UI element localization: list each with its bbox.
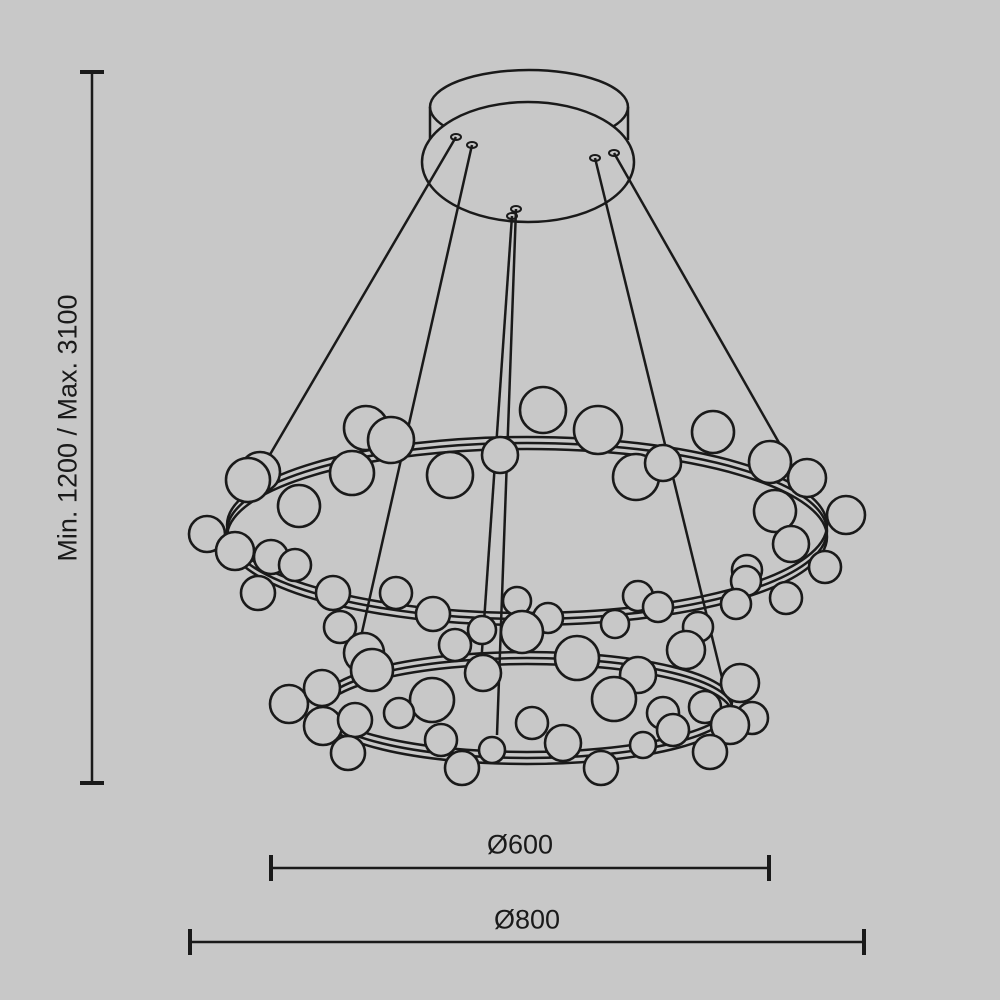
- glass-globe: [276, 483, 322, 529]
- height-dimension-label: Min. 1200 / Max. 3100: [52, 294, 83, 562]
- glass-globe: [349, 647, 395, 693]
- glass-globe: [224, 456, 272, 504]
- glass-globe: [336, 701, 374, 739]
- inner-diameter-label: Ø600: [486, 829, 554, 860]
- glass-globe: [408, 676, 456, 724]
- suspension-wire: [256, 136, 458, 476]
- glass-globe: [582, 749, 620, 787]
- glass-globe: [641, 590, 675, 624]
- glass-globe: [443, 749, 481, 787]
- glass-globe: [771, 524, 811, 564]
- glass-globe: [366, 415, 416, 465]
- glass-globe: [328, 449, 376, 497]
- glass-globe: [719, 587, 753, 621]
- glass-globe: [423, 722, 459, 758]
- glass-globe: [477, 735, 507, 765]
- suspension-wire: [612, 152, 792, 463]
- glass-globe: [599, 608, 631, 640]
- glass-globe: [768, 580, 804, 616]
- glass-globe: [378, 575, 414, 611]
- glass-globe: [302, 668, 342, 708]
- glass-globe: [518, 385, 568, 435]
- glass-globe: [214, 530, 256, 572]
- glass-globe: [277, 547, 313, 583]
- canopy-base: [420, 100, 636, 224]
- glass-globe: [691, 733, 729, 771]
- outer-diameter-label: Ø800: [493, 904, 561, 935]
- glass-globe: [747, 439, 793, 485]
- glass-globe: [807, 549, 843, 585]
- glass-globe: [466, 614, 498, 646]
- wire-anchor: [608, 149, 620, 157]
- glass-globe: [786, 457, 828, 499]
- glass-globe: [322, 609, 358, 645]
- glass-globe: [425, 450, 475, 500]
- glass-globe: [655, 712, 691, 748]
- glass-globe: [752, 488, 798, 534]
- glass-globe: [463, 653, 503, 693]
- glass-globe: [239, 574, 277, 612]
- glass-globe: [709, 704, 751, 746]
- glass-globe: [690, 409, 736, 455]
- glass-globe: [382, 696, 416, 730]
- glass-globe: [543, 723, 583, 763]
- glass-globe: [643, 443, 683, 483]
- glass-globe: [665, 629, 707, 671]
- wire-anchor: [450, 133, 462, 141]
- glass-globe: [480, 435, 520, 475]
- glass-globe: [590, 675, 638, 723]
- glass-globe: [268, 683, 310, 725]
- glass-globe: [628, 730, 658, 760]
- glass-globe: [553, 634, 601, 682]
- glass-globe: [825, 494, 867, 536]
- glass-globe: [514, 705, 550, 741]
- suspension-wire: [356, 144, 474, 651]
- glass-globe: [329, 734, 367, 772]
- glass-globe: [499, 609, 545, 655]
- glass-globe: [437, 627, 473, 663]
- glass-globe: [414, 595, 452, 633]
- glass-globe: [314, 574, 352, 612]
- glass-globe: [572, 404, 624, 456]
- glass-globe: [719, 662, 761, 704]
